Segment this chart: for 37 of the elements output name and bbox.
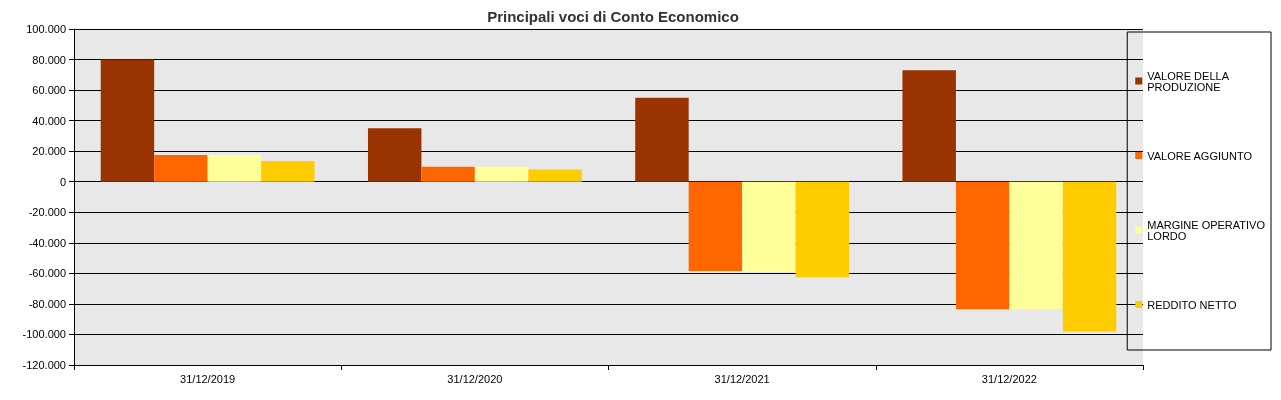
x-tick-label: 31/12/2020 [447, 372, 503, 385]
y-tick-label: -100.000 [22, 328, 66, 341]
y-tick-label: -20.000 [28, 206, 66, 219]
y-tick-label: -60.000 [28, 267, 66, 280]
bar [1009, 181, 1063, 310]
legend-label: REDDITO NETTO [1147, 298, 1238, 311]
bar [474, 166, 529, 182]
x-tick-label: 31/12/2019 [180, 372, 236, 385]
y-tick-label: -40.000 [28, 236, 66, 249]
y-tick-label: -80.000 [28, 297, 66, 310]
y-tick-label: -120.000 [22, 359, 66, 371]
bar [100, 59, 155, 182]
legend-label: VALORE DELLA PRODUZIONE [1147, 69, 1230, 93]
y-tick-label: 100.000 [26, 23, 66, 35]
bar [528, 169, 582, 182]
bar [154, 155, 208, 182]
bar [955, 181, 1010, 310]
bar [902, 70, 956, 182]
y-tick-label: 0 [59, 175, 66, 188]
bar [367, 128, 422, 182]
chart-title: Principali voci di Conto Economico [487, 8, 739, 25]
bar [207, 155, 262, 182]
legend-label: MARGINE OPERATIVO LORDO [1147, 218, 1266, 242]
y-tick-label: 20.000 [32, 145, 66, 158]
y-tick-label: 80.000 [32, 53, 66, 66]
x-tick-label: 31/12/2021 [714, 372, 770, 385]
y-tick-label: 40.000 [32, 114, 66, 127]
bar [261, 161, 315, 182]
bar [635, 97, 689, 182]
bar [688, 181, 743, 272]
y-tick-label: 60.000 [32, 84, 66, 97]
bar [421, 166, 475, 182]
x-tick-label: 31/12/2022 [981, 372, 1037, 385]
bar [742, 181, 796, 272]
bar [1062, 181, 1117, 332]
legend-label: VALORE AGGIUNTO [1147, 149, 1253, 162]
bar [795, 181, 850, 278]
